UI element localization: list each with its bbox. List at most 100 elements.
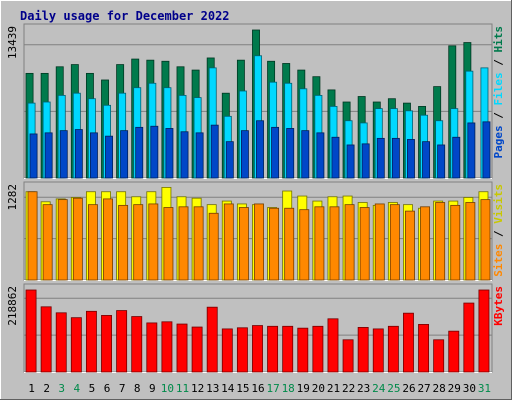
bar-pages-day-15 (240, 130, 249, 179)
day-label-16: 16 (251, 382, 264, 395)
legend-separator: / (492, 53, 505, 73)
bar-pages-day-20 (316, 132, 325, 179)
bar-sites-day-23 (359, 207, 370, 281)
bar-sites-day-31 (480, 199, 491, 281)
bar-sites-day-11 (178, 206, 189, 281)
bar-kbytes-day-15 (236, 327, 248, 373)
bar-kbytes-day-18 (282, 325, 294, 373)
day-label-28: 28 (433, 382, 446, 395)
bar-sites-day-9 (148, 203, 159, 281)
bar-sites-day-21 (329, 206, 340, 281)
bar-pages-day-28 (437, 144, 446, 179)
day-label-27: 27 (417, 382, 430, 395)
day-label-2: 2 (43, 382, 50, 395)
day-label-11: 11 (176, 382, 189, 395)
bar-kbytes-day-11 (176, 323, 188, 373)
bars (25, 29, 491, 373)
bar-kbytes-day-25 (387, 325, 399, 373)
bar-pages-day-16 (256, 120, 264, 179)
bar-kbytes-day-27 (418, 324, 430, 373)
bar-pages-day-9 (150, 125, 159, 179)
bar-kbytes-day-14 (221, 328, 233, 373)
bar-sites-day-8 (133, 204, 144, 281)
day-label-5: 5 (89, 382, 96, 395)
day-label-24: 24 (372, 382, 386, 395)
bar-sites-day-15 (238, 207, 249, 281)
bar-sites-day-3 (57, 199, 68, 281)
chart-title: Daily usage for December 2022 (20, 9, 230, 23)
panel-kbytes-legend: KBytes (492, 286, 505, 326)
bar-pages-day-2 (44, 132, 53, 179)
legend-visits: Visits (492, 184, 505, 224)
bar-kbytes-day-12 (191, 326, 203, 373)
bar-sites-day-24 (374, 203, 385, 281)
bar-sites-day-18 (284, 207, 295, 281)
bar-sites-day-1 (27, 191, 38, 281)
bar-pages-day-26 (407, 139, 415, 179)
day-label-10: 10 (161, 382, 174, 395)
day-label-3: 3 (58, 382, 65, 395)
bar-sites-day-25 (389, 204, 400, 281)
day-label-31: 31 (478, 382, 491, 395)
bar-sites-day-10 (163, 207, 174, 281)
bar-pages-day-3 (59, 130, 68, 179)
bar-sites-day-12 (193, 206, 204, 281)
day-label-7: 7 (119, 382, 126, 395)
bar-kbytes-day-7 (116, 310, 128, 373)
bar-kbytes-day-23 (357, 327, 369, 373)
bar-pages-day-12 (195, 132, 204, 179)
bar-kbytes-day-29 (448, 330, 460, 373)
day-label-9: 9 (149, 382, 156, 395)
panel-kbytes-max-label: 218862 (6, 286, 19, 326)
bar-sites-day-7 (118, 204, 129, 281)
legend-separator: / (492, 106, 505, 126)
panel-hits-max-label: 13439 (6, 26, 19, 59)
bar-kbytes-day-5 (85, 310, 97, 373)
bar-sites-day-14 (223, 203, 234, 281)
day-labels: 1 2 3 4 5 6 7 8 9 10 11 12 13 14 15 16 17 18 19 20 21 22 23 24 2… (28, 382, 491, 395)
bar-sites-day-28 (435, 202, 446, 281)
bar-pages-day-11 (180, 131, 189, 179)
bar-sites-day-17 (269, 207, 280, 281)
bar-kbytes-day-17 (267, 325, 279, 373)
axis-labels: 13439 1282 218862 (6, 26, 19, 326)
bar-sites-day-19 (299, 209, 310, 281)
bar-pages-day-8 (135, 126, 144, 179)
bar-pages-day-13 (210, 124, 219, 179)
bar-pages-day-27 (422, 141, 431, 179)
bar-pages-day-17 (271, 126, 280, 179)
panel-visits-max-label: 1282 (6, 184, 19, 211)
bar-kbytes-day-9 (146, 322, 158, 373)
bar-pages-day-14 (225, 141, 234, 179)
day-label-8: 8 (134, 382, 141, 395)
day-label-25: 25 (387, 382, 400, 395)
bar-pages-day-30 (467, 122, 476, 179)
bar-sites-day-30 (465, 202, 476, 281)
panel-hits-legend: Pages / Files / Hits (492, 26, 505, 159)
bar-pages-day-4 (74, 129, 83, 179)
day-label-17: 17 (266, 382, 279, 395)
bar-kbytes-day-21 (327, 318, 339, 373)
day-label-21: 21 (327, 382, 340, 395)
bar-kbytes-day-8 (131, 316, 143, 373)
day-label-19: 19 (297, 382, 310, 395)
day-label-1: 1 (28, 382, 35, 395)
bar-kbytes-day-13 (206, 306, 218, 373)
panel-visits-legend: Sites / Visits (492, 184, 505, 277)
bar-pages-day-6 (105, 135, 113, 179)
day-label-6: 6 (104, 382, 111, 395)
bar-pages-day-1 (29, 133, 38, 179)
bar-sites-day-26 (405, 210, 415, 281)
bar-sites-day-2 (42, 204, 53, 281)
legend-separator: / (492, 224, 505, 244)
day-label-4: 4 (74, 382, 81, 395)
bar-kbytes-day-31 (478, 289, 490, 373)
bar-kbytes-day-22 (342, 339, 354, 373)
bar-sites-day-20 (314, 206, 325, 281)
legends: Pages / Files / Hits Sites / Visits KBytes (492, 26, 505, 326)
bar-kbytes-day-19 (297, 327, 309, 373)
bar-kbytes-day-4 (70, 317, 82, 373)
bar-pages-day-24 (376, 137, 385, 179)
bar-kbytes-day-1 (25, 289, 37, 373)
